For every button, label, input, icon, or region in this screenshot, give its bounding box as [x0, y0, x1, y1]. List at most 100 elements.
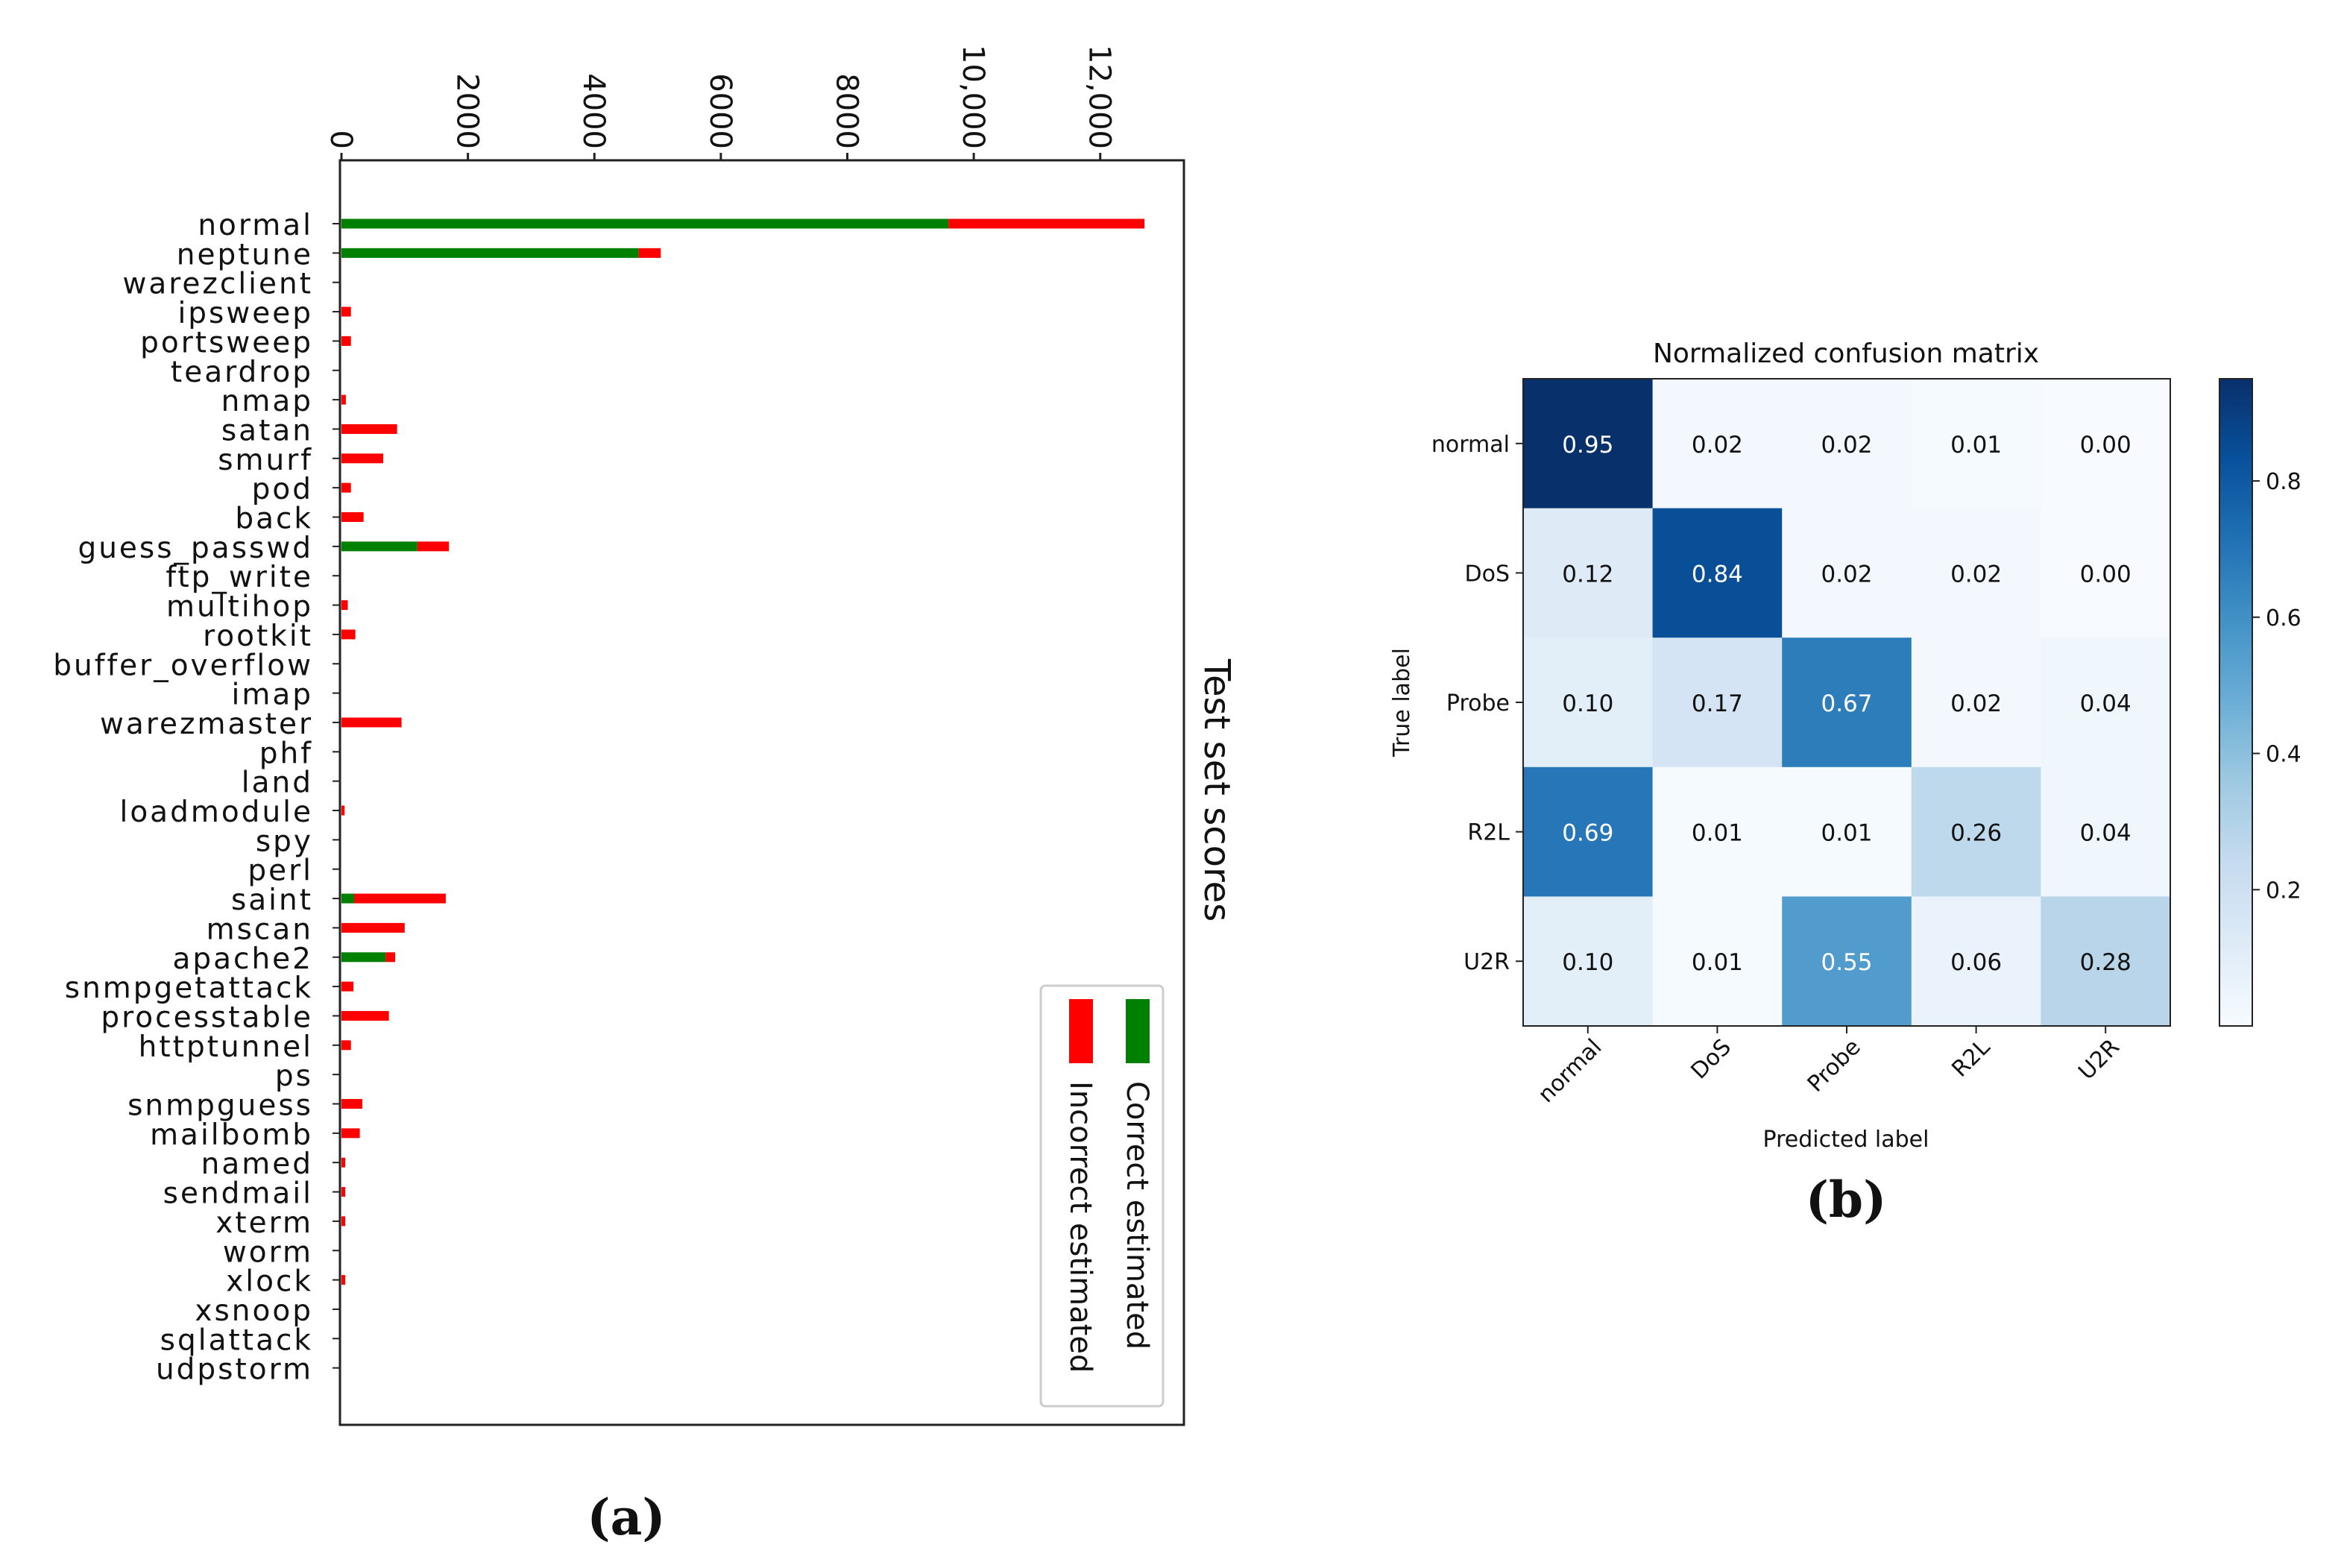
y-category-label: land: [242, 766, 313, 800]
bar-correct: [341, 541, 418, 552]
y-category-label: teardrop: [171, 356, 313, 389]
matrix-cell-value: 0.01: [1821, 820, 1872, 847]
bar-incorrect: [341, 629, 356, 640]
matrix-cell-value: 0.02: [1692, 432, 1743, 459]
matrix-cell: [1523, 379, 1654, 509]
y-category-label: sendmail: [163, 1177, 313, 1211]
matrix-cell: [1911, 508, 2041, 638]
confusion-matrix-y-axis-title: True label: [1389, 648, 1415, 758]
matrix-cell: [1652, 896, 1783, 1027]
bar-chart-x-axis: 0 2000 4000 6000 8000 10,000 12,000: [324, 45, 1117, 160]
bar-chart-category-labels: normalneptunewarezclientipsweepportsweep…: [53, 209, 340, 1387]
x-tick-label: 6000: [703, 73, 737, 149]
bar-incorrect: [638, 248, 661, 258]
matrix-cell-value: 0.02: [1821, 561, 1872, 588]
matrix-cell: [2041, 379, 2171, 509]
matrix-cell-value: 0.04: [2080, 820, 2132, 847]
y-category-label: normal: [198, 209, 313, 242]
matrix-cell: [1782, 637, 1912, 768]
y-category-label: snmpgetattack: [65, 972, 313, 1005]
y-category-label: buffer_overflow: [53, 649, 313, 682]
legend-swatch-incorrect: [1069, 999, 1093, 1063]
bar-chart-panel-a: 0 2000 4000 6000 8000 10,000 12,000 normalnept…: [53, 45, 1238, 1546]
y-category-label: loadmodule: [119, 796, 313, 829]
row-label: normal: [1431, 432, 1510, 458]
matrix-cell: [1652, 508, 1783, 638]
matrix-cell: [1911, 637, 2041, 768]
matrix-cell: [2041, 896, 2171, 1027]
x-tick-label: 0: [324, 130, 358, 149]
bar-incorrect: [948, 218, 1145, 229]
y-category-label: httptunnel: [139, 1030, 313, 1064]
y-category-label: ps: [275, 1059, 313, 1093]
bar-chart-title: Test set scores: [1196, 658, 1238, 922]
column-label: R2L: [1947, 1034, 1995, 1083]
y-category-label: neptune: [177, 238, 313, 271]
bar-incorrect: [341, 922, 405, 933]
bar-incorrect: [341, 981, 354, 992]
y-category-label: processtable: [101, 1001, 313, 1034]
bar-incorrect: [341, 1040, 351, 1051]
y-category-label: imap: [232, 678, 313, 712]
y-category-label: rootkit: [203, 620, 313, 653]
matrix-cell: [1911, 379, 2041, 509]
y-category-label: warezclient: [122, 268, 313, 301]
colorbar-ticks: 0.2 0.4 0.6 0.8: [2252, 469, 2301, 904]
matrix-cell-value: 0.12: [1562, 561, 1613, 588]
bar-incorrect: [341, 306, 351, 317]
row-label: R2L: [1467, 820, 1510, 846]
colorbar-tick-label: 0.2: [2266, 878, 2301, 904]
bar-incorrect: [385, 952, 396, 963]
matrix-cell-value: 0.02: [1950, 690, 2002, 717]
matrix-cell: [1523, 766, 1654, 897]
bar-chart-legend: Correct estimated Incorrect estimated: [1039, 984, 1165, 1408]
matrix-cell-value: 0.01: [1950, 432, 2002, 459]
matrix-cell-value: 0.67: [1821, 690, 1872, 717]
x-tick-label: 2000: [450, 73, 485, 149]
bar-correct: [341, 952, 386, 963]
matrix-cell: [1523, 896, 1654, 1027]
bar-incorrect: [341, 805, 345, 816]
y-category-label: warezmaster: [100, 708, 313, 741]
y-category-label: phf: [259, 737, 313, 770]
bar-incorrect: [341, 512, 364, 522]
matrix-cell: [1782, 896, 1912, 1027]
y-category-label: mscan: [207, 913, 313, 946]
panel-label-a: (a): [587, 1488, 665, 1546]
matrix-cell: [1523, 508, 1654, 638]
y-category-label: named: [201, 1147, 313, 1181]
matrix-cell-value: 0.55: [1821, 949, 1872, 976]
bar-correct: [341, 218, 949, 229]
confusion-matrix-cells: 0.95 0.02 0.02 0.01 0.00 0.12 0.84 0.02 0.02 0.00…: [1523, 379, 2171, 1027]
bar-incorrect: [341, 336, 351, 346]
column-label: normal: [1533, 1034, 1607, 1108]
bar-incorrect: [417, 541, 450, 552]
matrix-cell-value: 0.01: [1692, 949, 1743, 976]
row-label: U2R: [1463, 949, 1510, 975]
matrix-cell: [1782, 508, 1912, 638]
confusion-matrix-column-labels: normal DoS Probe R2L U2R: [1533, 1026, 2125, 1108]
legend-label-incorrect: Incorrect estimated: [1063, 1081, 1097, 1373]
bar-incorrect: [341, 424, 397, 434]
y-category-label: nmap: [221, 385, 313, 418]
matrix-cell-value: 0.95: [1562, 432, 1613, 459]
bar-correct: [341, 893, 354, 904]
matrix-cell-value: 0.02: [1821, 432, 1872, 459]
matrix-cell: [2041, 766, 2171, 897]
y-category-label: xlock: [226, 1265, 313, 1299]
matrix-cell-value: 0.02: [1950, 561, 2002, 588]
x-tick-label: 4000: [576, 73, 611, 149]
column-label: U2R: [2073, 1034, 2125, 1086]
y-category-label: udpstorm: [156, 1353, 313, 1387]
y-category-label: smurf: [218, 444, 313, 477]
bar-incorrect: [341, 1275, 346, 1285]
confusion-matrix-title: Normalized confusion matrix: [1653, 339, 2039, 369]
bar-incorrect: [341, 1157, 346, 1168]
colorbar-tick-label: 0.4: [2266, 742, 2301, 768]
matrix-cell-value: 0.10: [1562, 690, 1613, 717]
bar-incorrect: [341, 1216, 346, 1227]
confusion-matrix-x-axis-title: Predicted label: [1763, 1127, 1929, 1153]
matrix-cell-value: 0.26: [1950, 820, 2002, 847]
row-label: Probe: [1446, 690, 1510, 717]
